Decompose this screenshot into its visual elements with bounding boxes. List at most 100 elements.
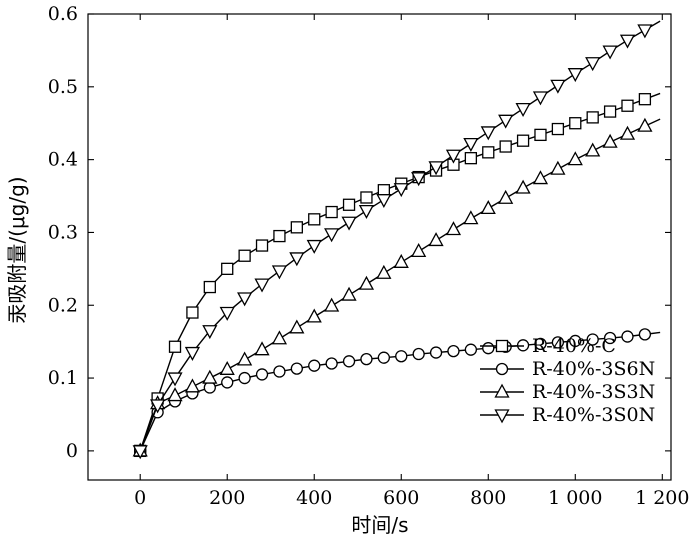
data-point xyxy=(290,221,303,234)
data-point xyxy=(586,333,599,346)
legend-item: R-40%-3S6N xyxy=(480,358,655,380)
data-point xyxy=(464,152,478,165)
data-point xyxy=(289,252,305,267)
x-tick-label: 1 000 xyxy=(548,487,602,509)
data-point xyxy=(499,140,512,153)
data-point xyxy=(516,339,530,352)
data-point xyxy=(395,350,408,363)
data-point xyxy=(271,330,288,345)
y-tick-label: 0.2 xyxy=(48,294,78,316)
y-axis: 0 0.1 0.2 0.3 0.4 0.5 0.6 xyxy=(48,3,671,462)
x-tick-label: 400 xyxy=(296,487,332,509)
data-point xyxy=(290,362,303,375)
data-point xyxy=(602,133,618,148)
legend-label: R-40%-3S6N xyxy=(532,358,655,380)
data-point xyxy=(184,346,201,361)
y-axis-title: 汞吸附量/(μg/g) xyxy=(5,176,29,323)
series-r-40-3s6n xyxy=(134,328,661,458)
data-point xyxy=(516,134,530,147)
data-point xyxy=(515,179,531,194)
data-point xyxy=(638,328,652,341)
data-point xyxy=(498,114,514,129)
data-point xyxy=(202,369,218,384)
data-point xyxy=(393,253,409,268)
x-axis: 0 200 400 600 800 1 000 1 200 xyxy=(134,14,690,509)
data-point xyxy=(324,228,340,243)
legend-label: R-40%-3S0N xyxy=(532,404,655,426)
data-point xyxy=(551,122,565,136)
data-point xyxy=(255,368,269,381)
data-point xyxy=(445,221,462,236)
data-point xyxy=(341,216,357,231)
series-r-40-3s3n xyxy=(132,117,661,457)
data-point xyxy=(585,142,601,157)
data-point xyxy=(221,376,234,389)
data-point xyxy=(534,337,547,350)
data-point xyxy=(376,194,392,209)
data-point xyxy=(638,93,652,106)
data-point xyxy=(567,151,583,166)
data-point xyxy=(273,229,286,243)
data-point xyxy=(603,331,617,345)
data-point xyxy=(637,24,653,39)
data-point xyxy=(167,387,183,402)
y-tick-label: 0.1 xyxy=(48,367,78,389)
data-point xyxy=(515,103,531,118)
data-point xyxy=(341,286,357,301)
data-point xyxy=(428,161,444,176)
data-point xyxy=(445,149,462,164)
data-point xyxy=(411,172,427,187)
y-tick-label: 0.5 xyxy=(48,76,78,98)
data-point xyxy=(498,189,514,204)
x-tick-label: 1 200 xyxy=(635,487,689,509)
data-point xyxy=(393,183,409,198)
data-point xyxy=(464,343,478,356)
plot-frame xyxy=(87,13,672,481)
data-point xyxy=(602,45,618,60)
x-tick-label: 800 xyxy=(470,487,506,509)
x-tick-label: 200 xyxy=(209,487,245,509)
data-point xyxy=(342,355,356,368)
legend-marker xyxy=(495,362,509,376)
y-tick-label: 0.3 xyxy=(48,221,78,243)
data-point xyxy=(254,341,270,356)
legend-item: R-40%-C xyxy=(480,335,616,357)
data-point xyxy=(358,204,375,219)
data-point xyxy=(569,117,582,130)
x-tick-label: 0 xyxy=(134,487,146,509)
data-point xyxy=(202,325,218,340)
y-tick-label: 0 xyxy=(66,440,78,462)
legend-marker xyxy=(494,383,510,398)
data-point xyxy=(237,292,253,307)
data-point xyxy=(482,146,495,159)
data-point xyxy=(621,330,634,343)
data-point xyxy=(168,340,182,353)
series-r-40-c xyxy=(134,92,661,458)
data-point xyxy=(132,445,148,460)
data-point xyxy=(325,357,338,370)
data-point xyxy=(358,275,375,290)
data-point xyxy=(428,232,444,247)
x-axis-title: 时间/s xyxy=(351,513,408,537)
data-point xyxy=(255,239,269,252)
data-point xyxy=(411,243,427,258)
series-r-40-3s0n xyxy=(132,20,661,460)
data-point xyxy=(532,91,549,106)
data-point xyxy=(238,249,251,262)
data-point xyxy=(482,342,495,355)
data-point xyxy=(429,346,443,359)
data-point xyxy=(342,198,356,211)
legend-marker xyxy=(495,339,509,353)
data-point xyxy=(306,239,322,254)
data-point xyxy=(569,334,582,348)
data-point xyxy=(360,352,373,366)
series-layer xyxy=(132,20,661,460)
data-point xyxy=(550,160,566,175)
data-point xyxy=(550,79,566,94)
data-point xyxy=(273,365,286,378)
data-point xyxy=(186,306,199,319)
data-point xyxy=(463,137,479,152)
data-point xyxy=(532,170,549,185)
data-point xyxy=(237,351,253,366)
